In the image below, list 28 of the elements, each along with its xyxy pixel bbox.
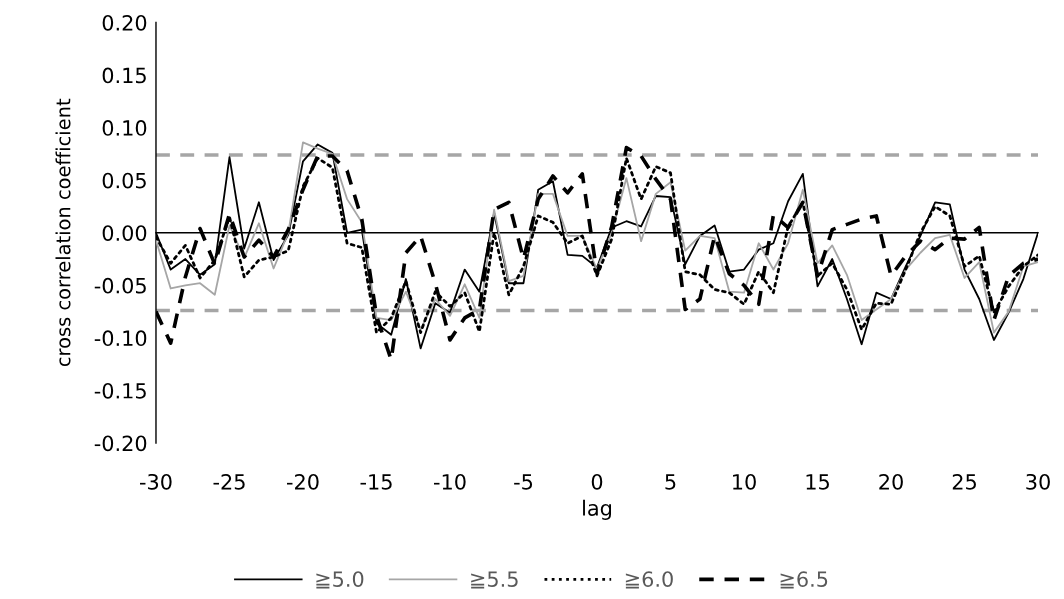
x-tick-label: -30 — [139, 473, 172, 490]
legend-label: ≧5.0 — [316, 571, 364, 589]
legend-label: ≧6.0 — [625, 571, 673, 589]
y-tick-label: -0.05 — [94, 277, 146, 294]
x-tick-label: -10 — [434, 473, 466, 490]
x-tick-label: 20 — [879, 473, 903, 490]
x-tick-label: 30 — [1026, 473, 1050, 490]
x-tick-label: 0 — [591, 473, 603, 490]
x-tick-label: -20 — [287, 473, 319, 490]
x-tick-label: -5 — [514, 474, 533, 490]
y-tick-label: 0.10 — [102, 120, 147, 136]
y-tick-label: -0.20 — [94, 435, 147, 452]
x-tick-label: -15 — [360, 474, 392, 490]
legend-label: ≧6.5 — [780, 571, 828, 589]
y-tick-label: 0.20 — [102, 14, 147, 31]
x-tick-label: -25 — [213, 473, 245, 490]
y-tick-label: -0.10 — [94, 330, 147, 347]
x-axis-title: lag — [583, 499, 612, 520]
y-axis-title: cross correlation coefficient — [55, 98, 71, 367]
y-tick-label: 0.05 — [102, 172, 146, 189]
y-tick-label: 0.15 — [102, 67, 146, 84]
x-tick-label: 25 — [952, 473, 976, 490]
y-tick-label: -0.15 — [94, 382, 146, 399]
x-tick-label: 10 — [733, 473, 756, 490]
legend-label: ≧5.5 — [471, 571, 518, 589]
x-tick-label: 15 — [806, 474, 829, 490]
y-tick-label: 0.00 — [102, 225, 147, 241]
x-tick-label: 5 — [665, 474, 676, 490]
